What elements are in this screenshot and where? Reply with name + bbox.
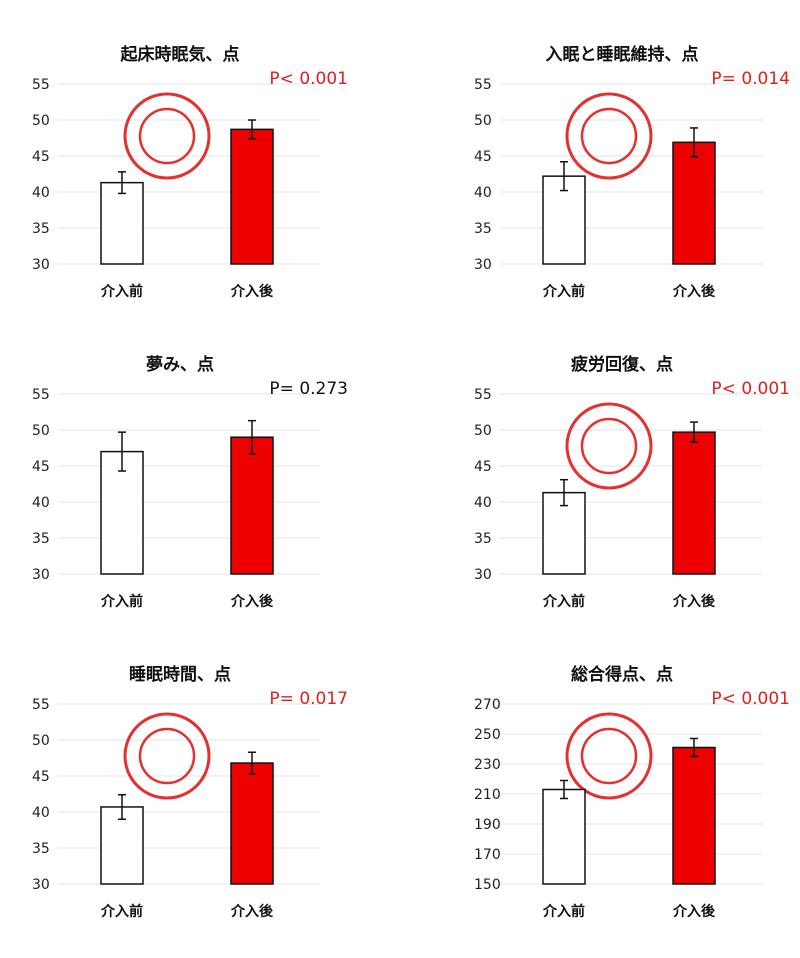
bar-after bbox=[230, 128, 274, 265]
y-tick-label: 55 bbox=[474, 77, 492, 93]
significance-ring-inner bbox=[580, 727, 638, 785]
y-tick-label: 35 bbox=[32, 531, 50, 547]
significance-ring-inner bbox=[138, 727, 196, 785]
y-tick-label: 40 bbox=[32, 805, 50, 821]
category-label: 介入後 bbox=[230, 593, 274, 610]
category-label: 介入後 bbox=[230, 283, 274, 300]
y-tick-label: 150 bbox=[474, 877, 501, 893]
chart-title: 起床時眠気、点 bbox=[120, 44, 240, 65]
chart-panel-5: 睡眠時間、点 30 35 40 45 50 55 介入前 介入後 P= 0.017 bbox=[32, 664, 348, 920]
bar-before bbox=[100, 450, 144, 575]
significance-ring-outer bbox=[565, 402, 653, 490]
y-tick-label: 55 bbox=[32, 387, 50, 403]
significance-ring-inner bbox=[138, 107, 196, 165]
bar-after bbox=[230, 436, 274, 575]
significance-ring-outer bbox=[565, 712, 653, 800]
y-tick-label: 55 bbox=[474, 387, 492, 403]
y-tick-label: 50 bbox=[32, 733, 50, 749]
p-value: P< 0.001 bbox=[711, 379, 790, 399]
y-tick-label: 30 bbox=[32, 877, 50, 893]
significance-ring-outer bbox=[565, 92, 653, 180]
chart-title: 総合得点、点 bbox=[571, 664, 673, 685]
y-tick-label: 190 bbox=[474, 817, 501, 833]
category-label: 介入前 bbox=[542, 283, 585, 300]
y-tick-label: 55 bbox=[32, 697, 50, 713]
bar-after bbox=[672, 431, 716, 575]
category-label: 介入前 bbox=[100, 593, 143, 610]
y-tick-label: 35 bbox=[32, 221, 50, 237]
y-tick-label: 35 bbox=[474, 531, 492, 547]
y-tick-label: 30 bbox=[474, 257, 492, 273]
p-value: P< 0.001 bbox=[711, 689, 790, 709]
y-tick-label: 35 bbox=[32, 841, 50, 857]
y-tick-label: 30 bbox=[32, 257, 50, 273]
bar-before bbox=[100, 181, 144, 265]
significance-ring-outer bbox=[123, 712, 211, 800]
p-value: P= 0.014 bbox=[711, 69, 790, 89]
y-tick-label: 270 bbox=[474, 697, 501, 713]
y-tick-label: 35 bbox=[474, 221, 492, 237]
p-value: P= 0.273 bbox=[269, 379, 348, 399]
y-tick-label: 50 bbox=[474, 113, 492, 129]
p-value: P= 0.017 bbox=[269, 689, 348, 709]
chart-panel-1: 起床時眠気、点 30 35 40 45 50 55 介入前 介入後 P< 0.001 bbox=[32, 44, 348, 300]
chart-title: 疲労回復、点 bbox=[571, 354, 673, 375]
category-label: 介入後 bbox=[672, 903, 716, 920]
significance-ring-inner bbox=[580, 417, 638, 475]
chart-panel-6: 総合得点、点 150 170 190 210 230 250 270 介入前 介入後 P< 0.00… bbox=[474, 664, 790, 920]
chart-panel-2: 入眠と睡眠維持、点 30 35 40 45 50 55 介入前 介入後 P= 0.014 bbox=[474, 44, 790, 300]
y-tick-label: 50 bbox=[32, 113, 50, 129]
y-tick-label: 210 bbox=[474, 787, 501, 803]
category-label: 介入後 bbox=[672, 593, 716, 610]
y-tick-label: 250 bbox=[474, 727, 501, 743]
y-tick-label: 170 bbox=[474, 847, 501, 863]
category-label: 介入前 bbox=[542, 903, 585, 920]
bar-before bbox=[542, 788, 586, 885]
y-tick-label: 45 bbox=[474, 149, 492, 165]
y-tick-label: 45 bbox=[32, 769, 50, 785]
bar-after bbox=[230, 762, 274, 885]
chart-title: 夢み、点 bbox=[146, 354, 214, 375]
y-tick-label: 40 bbox=[32, 185, 50, 201]
p-value: P< 0.001 bbox=[269, 69, 348, 89]
bar-after bbox=[672, 141, 716, 265]
y-tick-label: 50 bbox=[474, 423, 492, 439]
category-label: 介入前 bbox=[100, 903, 143, 920]
category-label: 介入後 bbox=[672, 283, 716, 300]
y-tick-label: 30 bbox=[32, 567, 50, 583]
category-label: 介入前 bbox=[100, 283, 143, 300]
chart-panel-3: 夢み、点 30 35 40 45 50 55 介入前 介入後 P= 0.273 bbox=[32, 354, 348, 610]
y-tick-label: 55 bbox=[32, 77, 50, 93]
y-tick-label: 40 bbox=[474, 495, 492, 511]
category-label: 介入後 bbox=[230, 903, 274, 920]
chart-title: 睡眠時間、点 bbox=[129, 664, 231, 685]
category-label: 介入前 bbox=[542, 593, 585, 610]
bar-after bbox=[672, 746, 716, 885]
significance-ring-inner bbox=[580, 107, 638, 165]
y-tick-label: 50 bbox=[32, 423, 50, 439]
chart-title: 入眠と睡眠維持、点 bbox=[546, 44, 699, 65]
chart-panel-4: 疲労回復、点 30 35 40 45 50 55 介入前 介入後 P< 0.001 bbox=[474, 354, 790, 610]
significance-ring-outer bbox=[123, 92, 211, 180]
y-tick-label: 40 bbox=[474, 185, 492, 201]
y-tick-label: 230 bbox=[474, 757, 501, 773]
y-tick-label: 40 bbox=[32, 495, 50, 511]
y-tick-label: 45 bbox=[32, 149, 50, 165]
y-tick-label: 45 bbox=[474, 459, 492, 475]
y-tick-label: 30 bbox=[474, 567, 492, 583]
y-tick-label: 45 bbox=[32, 459, 50, 475]
